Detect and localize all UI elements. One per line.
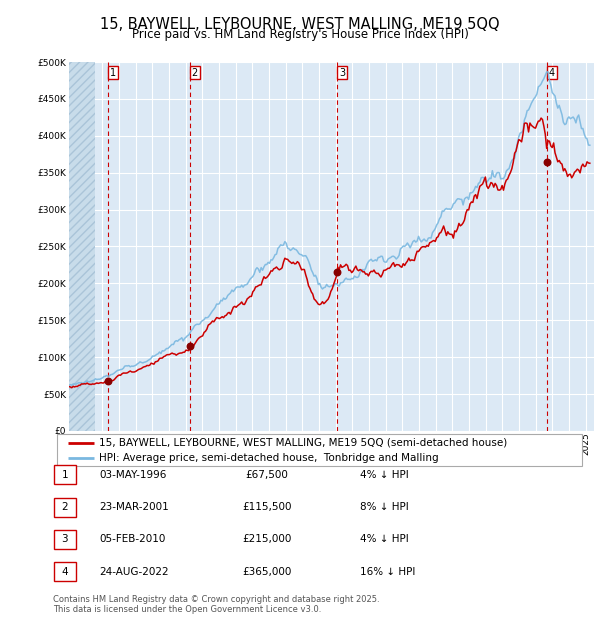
Text: 4: 4 — [548, 68, 554, 78]
Text: 3: 3 — [339, 68, 345, 78]
Text: 1: 1 — [110, 68, 116, 78]
Text: £365,000: £365,000 — [242, 567, 292, 577]
Text: Price paid vs. HM Land Registry's House Price Index (HPI): Price paid vs. HM Land Registry's House … — [131, 28, 469, 41]
Text: £115,500: £115,500 — [242, 502, 292, 512]
Text: £67,500: £67,500 — [245, 470, 289, 480]
Text: This data is licensed under the Open Government Licence v3.0.: This data is licensed under the Open Gov… — [53, 604, 321, 614]
Text: 24-AUG-2022: 24-AUG-2022 — [99, 567, 169, 577]
Point — [185, 341, 194, 351]
FancyBboxPatch shape — [54, 466, 76, 484]
Text: 8% ↓ HPI: 8% ↓ HPI — [360, 502, 409, 512]
Text: 4% ↓ HPI: 4% ↓ HPI — [360, 534, 409, 544]
Text: 16% ↓ HPI: 16% ↓ HPI — [360, 567, 415, 577]
Point — [103, 376, 113, 386]
Text: 23-MAR-2001: 23-MAR-2001 — [99, 502, 169, 512]
Text: 4: 4 — [61, 567, 68, 577]
Text: 05-FEB-2010: 05-FEB-2010 — [99, 534, 166, 544]
Point — [332, 267, 342, 277]
Text: 03-MAY-1996: 03-MAY-1996 — [99, 470, 166, 480]
Text: 4% ↓ HPI: 4% ↓ HPI — [360, 470, 409, 480]
Point — [542, 157, 551, 167]
FancyBboxPatch shape — [57, 434, 582, 466]
Text: Contains HM Land Registry data © Crown copyright and database right 2025.: Contains HM Land Registry data © Crown c… — [53, 595, 379, 604]
FancyBboxPatch shape — [54, 498, 76, 516]
FancyBboxPatch shape — [54, 530, 76, 549]
Text: 15, BAYWELL, LEYBOURNE, WEST MALLING, ME19 5QQ (semi-detached house): 15, BAYWELL, LEYBOURNE, WEST MALLING, ME… — [99, 438, 507, 448]
FancyBboxPatch shape — [54, 562, 76, 581]
Text: 2: 2 — [191, 68, 198, 78]
Text: 2: 2 — [61, 502, 68, 512]
Text: £215,000: £215,000 — [242, 534, 292, 544]
Text: HPI: Average price, semi-detached house,  Tonbridge and Malling: HPI: Average price, semi-detached house,… — [99, 453, 439, 463]
Text: 3: 3 — [61, 534, 68, 544]
Text: 1: 1 — [61, 470, 68, 480]
Text: 15, BAYWELL, LEYBOURNE, WEST MALLING, ME19 5QQ: 15, BAYWELL, LEYBOURNE, WEST MALLING, ME… — [100, 17, 500, 32]
Polygon shape — [69, 62, 95, 431]
